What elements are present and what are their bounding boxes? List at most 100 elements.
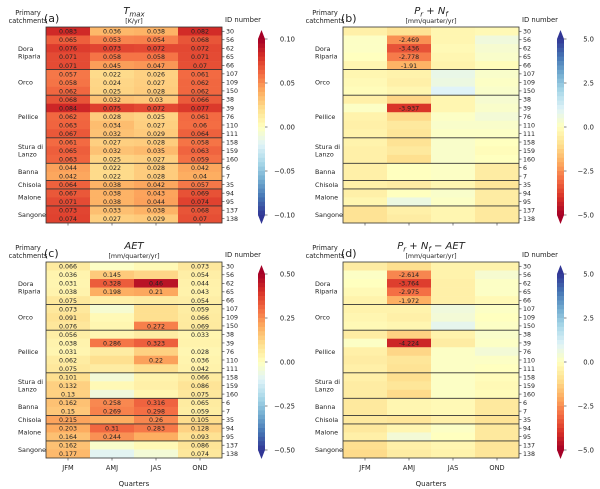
cell-label: -3.937 [399, 105, 419, 112]
heatmap-cell [475, 35, 520, 45]
heatmap-cell [46, 389, 91, 399]
colorbar-segment [258, 353, 265, 358]
colorbar-segment [557, 69, 564, 75]
catchment-label: Stura di [315, 378, 340, 386]
cell-label: 0.027 [147, 122, 165, 129]
colorbar-segment [258, 410, 265, 416]
catchment-label: Banna [18, 403, 38, 411]
catchment-label: Malone [18, 429, 41, 437]
heatmap-cell [46, 27, 91, 36]
cell-label: 0.076 [59, 323, 77, 330]
heatmap-cell [343, 129, 388, 139]
heatmap-cell [90, 313, 135, 322]
cell-label: 0.316 [147, 400, 165, 407]
heatmap-cell [475, 163, 520, 173]
cell-label: 0.072 [147, 46, 165, 53]
heatmap-cell [134, 423, 179, 433]
cell-label: 0.028 [147, 165, 165, 172]
heatmap-cell [387, 440, 432, 450]
colorbar-tick-label: −0.10 [274, 211, 295, 219]
row-id-label: 138 [523, 451, 535, 458]
row-id-label: 38 [226, 332, 234, 339]
cell-label: 0.038 [147, 29, 165, 36]
row-id-label: 94 [226, 190, 234, 197]
heatmap-cell [46, 78, 91, 87]
colorbar-segment [557, 105, 564, 110]
heatmap-cell [134, 197, 179, 207]
row-id-label: 137 [226, 443, 238, 450]
cell-label: 0.044 [147, 199, 165, 206]
cell-label: 0.054 [191, 298, 209, 305]
cell-label: 0.071 [191, 54, 209, 61]
cell-label: 0.145 [103, 272, 121, 279]
heatmap-cell [46, 86, 91, 96]
heatmap-cell [178, 321, 223, 331]
heatmap-cell [343, 355, 388, 365]
cell-label: 0.323 [147, 340, 165, 347]
cell-label: 0.036 [59, 272, 77, 279]
cell-label: -1.972 [399, 298, 419, 305]
colorbar-segment [557, 56, 564, 62]
cell-label: 0.026 [147, 71, 165, 78]
colorbar-segment [557, 335, 564, 341]
heatmap-cell [134, 355, 179, 365]
colorbar-segment [258, 366, 265, 372]
heatmap-cell [178, 35, 223, 45]
colorbar-segment [557, 52, 564, 57]
colorbar-segment [258, 175, 265, 181]
cell-label: -2.469 [399, 37, 419, 44]
colorbar-segment [557, 410, 564, 416]
catchment-label: Pellice [315, 113, 335, 121]
heatmap-cell [387, 214, 432, 224]
colorbar-segment [258, 61, 265, 66]
row-id-label: 76 [523, 114, 531, 121]
heatmap-cell [90, 27, 135, 36]
heatmap-cell [134, 330, 179, 339]
heatmap-cell [343, 313, 388, 322]
heatmap-cell [178, 188, 223, 198]
cell-label: 0.086 [191, 443, 209, 450]
heatmap-cell [475, 338, 520, 348]
heatmap-cell [46, 330, 91, 339]
catchment-label: Malone [18, 194, 41, 202]
colorbar-segment [557, 366, 564, 372]
heatmap-cell [475, 304, 520, 314]
heatmap-cell [431, 398, 476, 408]
row-id-label: 159 [523, 383, 535, 390]
catchment-label: Chisola [18, 181, 41, 189]
colorbar-segment [258, 201, 265, 207]
catchment-label: Sangone [315, 446, 343, 454]
colorbar-segment [557, 171, 564, 176]
cell-label: 0.057 [59, 71, 77, 78]
cell-label: -3.764 [399, 281, 419, 288]
colorbar-segment [258, 287, 265, 292]
heatmap-cell [387, 205, 432, 215]
heatmap-cell [46, 154, 91, 164]
heatmap-cell [134, 27, 179, 36]
heatmap-cell [387, 287, 432, 297]
cell-label: -2.778 [399, 54, 419, 61]
heatmap-cell [134, 205, 179, 215]
heatmap-cell [431, 78, 476, 87]
colorbar-segment [557, 392, 564, 398]
row-id-label: 110 [226, 122, 238, 129]
heatmap-cell [178, 279, 223, 288]
row-id-label: 137 [226, 208, 238, 215]
cell-label: 0.036 [103, 29, 121, 36]
colorbar-segment [557, 397, 564, 402]
heatmap-cell [178, 103, 223, 113]
heatmap-cell [475, 154, 520, 164]
heatmap-cell [46, 338, 91, 348]
row-id-label: 56 [226, 37, 234, 44]
colorbar-segment [557, 206, 564, 211]
cell-label: 0.269 [103, 409, 121, 416]
colorbar-segment [258, 47, 265, 53]
row-id-label: 39 [226, 105, 234, 112]
heatmap-cell [46, 423, 91, 433]
heatmap-cell [90, 112, 135, 122]
colorbar-segment [258, 397, 265, 402]
colorbar-segment [557, 344, 564, 350]
heatmap-cell [343, 163, 388, 173]
cell-label: 0.073 [59, 306, 77, 313]
heatmap-cell [475, 440, 520, 450]
